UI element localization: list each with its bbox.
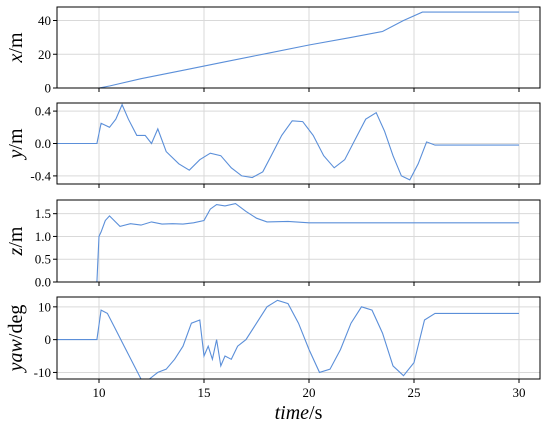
y-axis-label: yaw/deg: [5, 305, 27, 374]
y-tick-label: 1.5: [35, 206, 51, 221]
y-tick-label: -0.4: [30, 168, 51, 183]
x-axis-label-var: time: [275, 402, 310, 424]
x-axis-label-unit: /s: [309, 402, 323, 424]
panel-3: 0.0 0.5 1.0 1.5 z/m: [5, 199, 541, 290]
x-tick-label: 30: [513, 385, 526, 400]
y-tick-label: 0: [45, 81, 52, 96]
y-tick-label: 40: [38, 13, 51, 28]
y-tick-label: 0: [45, 332, 52, 347]
x-tick-label: 25: [408, 385, 421, 400]
plot-frame: [56, 296, 541, 380]
y-tick-label: 0.0: [35, 136, 51, 151]
y-axis-label: y/m: [5, 128, 27, 160]
y-axis-label: x/m: [5, 32, 27, 63]
panel-4: -10 0 10 10 15 20 25 30 yaw/deg: [5, 296, 541, 400]
series-line-1: [98, 11, 519, 89]
panel-2: -0.4 0.0 0.4 y/m: [5, 102, 541, 188]
y-tick-label: 20: [38, 47, 51, 62]
y-tick-label: 0.0: [35, 275, 51, 290]
plot-frame: [56, 199, 541, 283]
y-tick-label: -10: [34, 365, 51, 380]
y-tick-label: 0.5: [35, 252, 51, 267]
panel-1: 0 20 40 x/m: [5, 6, 541, 96]
x-tick-label: 20: [303, 385, 316, 400]
y-axis-label: z/m: [5, 226, 27, 256]
y-tick-label: 0.4: [35, 104, 52, 119]
x-tick-label: 15: [198, 385, 211, 400]
y-tick-label: 10: [38, 299, 51, 314]
x-axis-label: time/s: [275, 402, 323, 424]
y-tick-label: 1.0: [35, 229, 51, 244]
x-tick-label: 10: [93, 385, 106, 400]
plot-frame: [56, 6, 541, 89]
series-line-2: [57, 103, 519, 181]
series-line-3: [96, 203, 519, 283]
